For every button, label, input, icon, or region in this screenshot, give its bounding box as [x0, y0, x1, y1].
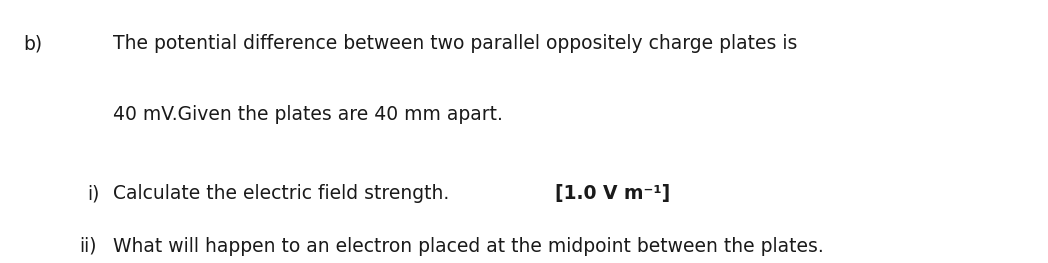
Text: 40 mV.Given the plates are 40 mm apart.: 40 mV.Given the plates are 40 mm apart.	[113, 105, 503, 124]
Text: Calculate the electric field strength.: Calculate the electric field strength.	[113, 184, 456, 203]
Text: What will happen to an electron placed at the midpoint between the plates.: What will happen to an electron placed a…	[113, 237, 824, 256]
Text: [1.0 V m⁻¹]: [1.0 V m⁻¹]	[554, 184, 670, 203]
Text: i): i)	[87, 184, 100, 203]
Text: b): b)	[23, 34, 42, 53]
Text: The potential difference between two parallel oppositely charge plates is: The potential difference between two par…	[113, 34, 798, 53]
Text: ii): ii)	[80, 237, 97, 256]
